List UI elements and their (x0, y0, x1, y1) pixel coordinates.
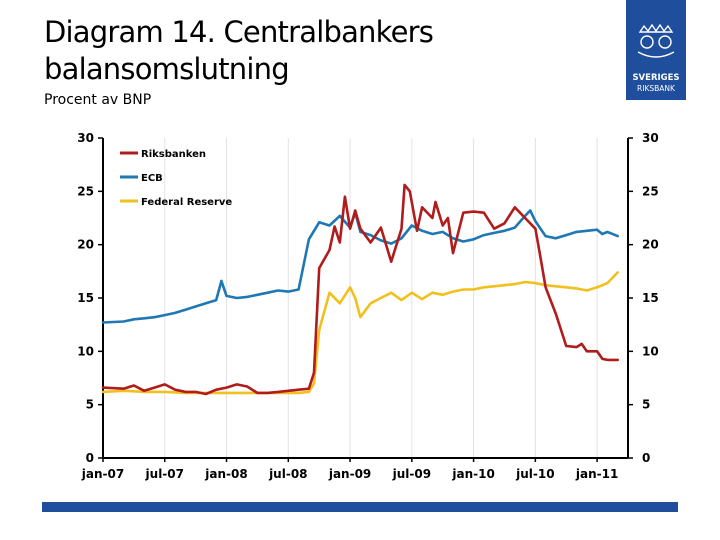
riksbank-logo: SVERIGES RIKSBANK (626, 0, 686, 100)
y-tick-label-left: 0 (86, 451, 94, 465)
x-tick-label: jul-09 (392, 467, 431, 481)
legend-label-ecb: ECB (141, 173, 163, 184)
x-tick-label: jul-10 (515, 467, 554, 481)
series-line-riksbanken (101, 183, 619, 396)
x-tick-label: jan-07 (81, 467, 124, 481)
y-tick-label-right: 30 (642, 131, 659, 145)
y-tick-label-right: 20 (642, 238, 659, 252)
y-tick-label-left: 5 (86, 398, 94, 412)
legend-label-riksbanken: Riksbanken (141, 149, 206, 160)
crown-emblem-icon: SVERIGES RIKSBANK (632, 23, 680, 93)
y-tick-label-right: 25 (642, 184, 659, 198)
x-tick-label: jul-08 (268, 467, 307, 481)
y-tick-label-left: 15 (77, 291, 94, 305)
y-tick-label-right: 10 (642, 344, 659, 358)
bottom-brand-bar (42, 502, 678, 512)
x-tick-label: jan-10 (451, 467, 494, 481)
series-line-federal-reserve (101, 271, 619, 395)
logo-text-line2: RIKSBANK (637, 84, 676, 93)
x-tick-label: jan-09 (328, 467, 371, 481)
y-tick-label-right: 5 (642, 398, 650, 412)
x-tick-label: jul-07 (145, 467, 184, 481)
y-tick-label-left: 30 (77, 131, 94, 145)
x-tick-label: jan-11 (575, 467, 618, 481)
y-tick-label-right: 0 (642, 451, 650, 465)
page-title: Diagram 14. Centralbankers balansomslutn… (44, 15, 434, 86)
y-tick-label-left: 20 (77, 238, 94, 252)
y-tick-label-right: 15 (642, 291, 659, 305)
legend-label-federal-reserve: Federal Reserve (141, 197, 232, 208)
y-tick-label-left: 25 (77, 184, 94, 198)
logo-text-line1: SVERIGES (632, 73, 679, 83)
page-subtitle: Procent av BNP (44, 92, 152, 108)
x-tick-label: jan-08 (204, 467, 247, 481)
y-tick-label-left: 10 (77, 344, 94, 358)
